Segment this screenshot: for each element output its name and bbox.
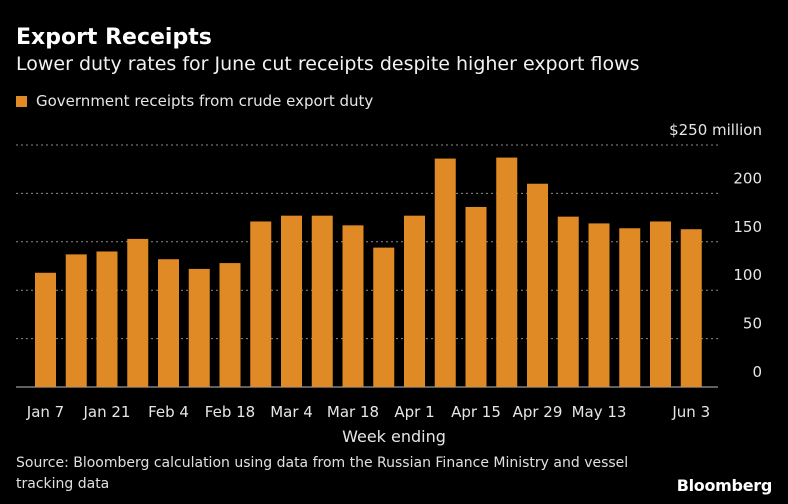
y-tick-label: 200 [733,169,762,187]
x-tick-label: Jun 3 [671,403,710,421]
bar [250,221,272,387]
chart-subtitle: Lower duty rates for June cut receipts d… [16,53,640,75]
x-tick-label: Feb 18 [205,403,255,421]
bar [434,158,456,387]
bar [404,215,425,387]
legend-swatch [16,95,27,107]
bar [65,254,87,387]
x-tick-label: Mar 4 [270,403,313,421]
x-tick-label: Apr 15 [451,403,501,421]
bar [650,221,671,387]
bar [311,215,333,387]
x-tick-label: Apr 29 [513,403,563,421]
bar [219,263,241,387]
bar [680,229,702,387]
bar [527,183,548,387]
y-tick-label: 0 [752,363,762,381]
x-tick-label: Feb 4 [148,403,189,421]
bar [188,268,210,387]
bar [35,272,56,387]
x-tick-label: Apr 1 [394,403,434,421]
bar [158,259,179,387]
bar [127,238,149,387]
x-tick-label: Jan 21 [83,403,131,421]
bar [96,251,118,387]
source-note: Source: Bloomberg calculation using data… [16,455,629,492]
bar [588,223,610,387]
y-tick-label: $250 million [669,121,762,139]
bar [465,206,487,387]
bar [342,225,364,387]
bar [496,157,518,387]
bloomberg-logo: Bloomberg [676,476,773,495]
x-axis-label: Week ending [342,427,446,446]
y-tick-label: 100 [733,266,762,284]
x-tick-label: May 13 [572,403,627,421]
x-tick-label: Jan 7 [26,403,64,421]
legend: Government receipts from crude export du… [16,91,373,111]
y-tick-label: 50 [743,315,762,333]
legend-label: Government receipts from crude export du… [36,92,374,110]
x-tick-label: Mar 18 [327,403,379,421]
bar [281,215,302,387]
y-tick-label: 150 [733,218,762,236]
bar [373,247,395,387]
chart-title: Export Receipts [16,25,212,50]
bar [619,228,641,387]
bar [557,216,579,387]
